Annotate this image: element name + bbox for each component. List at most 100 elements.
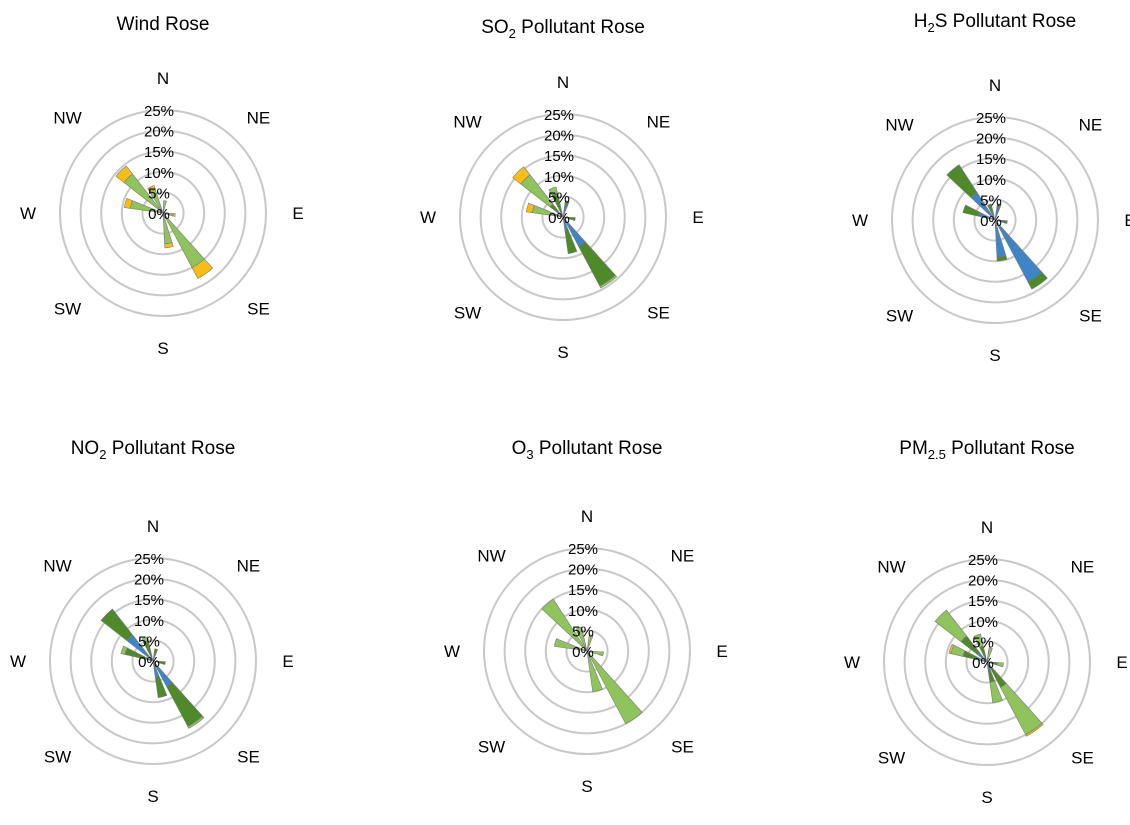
direction-label-w: W bbox=[10, 652, 26, 671]
rose-petals bbox=[100, 608, 205, 729]
grid-ring bbox=[69, 577, 237, 745]
radial-tick-label: 5% bbox=[572, 623, 594, 640]
direction-label-nw: NW bbox=[453, 113, 481, 132]
radial-tick-label: 10% bbox=[144, 165, 174, 182]
petal-segment bbox=[187, 715, 205, 729]
grid-ring bbox=[883, 558, 1091, 766]
direction-label-se: SE bbox=[1079, 306, 1102, 325]
direction-label-n: N bbox=[557, 73, 569, 92]
radial-tick-label: 5% bbox=[148, 185, 170, 202]
petal-segment bbox=[162, 200, 167, 210]
grid-ring bbox=[110, 618, 196, 704]
radial-tick-label: 20% bbox=[568, 562, 598, 579]
radial-tick-label: 10% bbox=[544, 169, 574, 186]
direction-label-se: SE bbox=[647, 303, 670, 322]
petal-segment bbox=[1025, 722, 1044, 737]
direction-label-sw: SW bbox=[878, 748, 905, 767]
grid-ring bbox=[944, 619, 1030, 705]
petal-segment bbox=[154, 675, 168, 699]
chart-title-main: O bbox=[512, 438, 527, 459]
direction-label-sw: SW bbox=[478, 737, 505, 756]
petal-segment bbox=[946, 164, 978, 198]
direction-label-nw: NW bbox=[885, 116, 913, 135]
grid-ring bbox=[520, 174, 606, 260]
direction-label-nw: NW bbox=[877, 558, 905, 577]
chart-title-tail: Pollutant Rose bbox=[106, 438, 235, 459]
chart-title-subscript: 2 bbox=[509, 26, 516, 41]
radial-tick-label: 25% bbox=[568, 541, 598, 558]
direction-label-e: E bbox=[1116, 653, 1127, 672]
grid-ring bbox=[459, 113, 667, 321]
direction-label-ne: NE bbox=[647, 113, 671, 132]
direction-label-s: S bbox=[157, 339, 168, 358]
grid-ring bbox=[479, 133, 647, 301]
petal-segment bbox=[586, 650, 643, 725]
petal-segment bbox=[599, 274, 618, 289]
direction-label-nw: NW bbox=[477, 547, 505, 566]
direction-label-se: SE bbox=[671, 737, 694, 756]
chart-title-main: NO bbox=[71, 438, 100, 459]
chart-title-main: Wind Rose bbox=[117, 14, 210, 35]
chart-title-tail: Pollutant Rose bbox=[516, 17, 645, 38]
radial-tick-label: 10% bbox=[968, 614, 998, 631]
radial-tick-label: 5% bbox=[548, 189, 570, 206]
radial-tick-label: 20% bbox=[968, 573, 998, 590]
rose-petals bbox=[115, 165, 214, 279]
chart-title: PM2.5 Pollutant Rose bbox=[899, 438, 1074, 462]
direction-label-e: E bbox=[292, 204, 303, 223]
direction-label-ne: NE bbox=[247, 109, 271, 128]
direction-label-w: W bbox=[444, 642, 460, 661]
chart-title: Wind Rose bbox=[117, 14, 210, 35]
radial-tick-label: 5% bbox=[138, 633, 160, 650]
grid-ring bbox=[952, 177, 1038, 263]
direction-label-sw: SW bbox=[886, 306, 913, 325]
rose-chart-2: SO2 Pollutant Rose 0% 5% 10% 15% 20% 25% N NE E SE… bbox=[420, 17, 704, 362]
grid-ring bbox=[483, 547, 691, 755]
radial-tick-label: 15% bbox=[568, 582, 598, 599]
direction-label-s: S bbox=[981, 788, 992, 807]
petal-segment bbox=[586, 634, 594, 652]
radial-tick-label: 20% bbox=[544, 128, 574, 145]
petal-segment bbox=[123, 197, 133, 209]
grid-ring bbox=[565, 629, 609, 673]
direction-label-sw: SW bbox=[454, 303, 481, 322]
petal-segment bbox=[575, 626, 588, 652]
radial-tick-label: 0% bbox=[548, 210, 570, 227]
direction-label-ne: NE bbox=[671, 547, 695, 566]
chart-title: O3 Pollutant Rose bbox=[512, 438, 663, 462]
direction-label-se: SE bbox=[1071, 748, 1094, 767]
grid-ring bbox=[79, 129, 247, 297]
petal-segment bbox=[172, 213, 176, 217]
petal-segment bbox=[141, 636, 149, 644]
petal-segment bbox=[566, 216, 576, 221]
petal-segment bbox=[164, 242, 174, 249]
petal-segment bbox=[512, 166, 531, 185]
direction-label-s: S bbox=[557, 343, 568, 362]
grid-ring bbox=[973, 198, 1017, 242]
petal-segment bbox=[1000, 683, 1043, 736]
petal-segment bbox=[115, 165, 133, 183]
petal-segment bbox=[548, 186, 558, 196]
petal-segment bbox=[1002, 220, 1008, 224]
radial-tick-label: 20% bbox=[976, 131, 1006, 148]
chart-title-subscript: 2 bbox=[99, 447, 106, 462]
petal-segment bbox=[996, 255, 1008, 262]
grid-ring bbox=[965, 640, 1009, 684]
rose-petals bbox=[541, 598, 643, 725]
chart-title-subscript: 3 bbox=[526, 447, 533, 462]
radial-tick-label: 15% bbox=[144, 144, 174, 161]
radial-tick-label: 10% bbox=[976, 172, 1006, 189]
direction-label-w: W bbox=[852, 211, 868, 230]
grid-ring bbox=[544, 608, 630, 694]
grid-ring bbox=[924, 599, 1050, 725]
direction-label-s: S bbox=[147, 787, 158, 806]
direction-label-n: N bbox=[147, 517, 159, 536]
petal-segment bbox=[973, 633, 984, 648]
rose-petals bbox=[512, 166, 618, 289]
chart-title: NO2 Pollutant Rose bbox=[71, 438, 236, 462]
direction-label-n: N bbox=[981, 518, 993, 537]
radial-tick-label: 20% bbox=[134, 572, 164, 589]
grid-ring bbox=[90, 598, 216, 724]
direction-label-sw: SW bbox=[54, 299, 81, 318]
